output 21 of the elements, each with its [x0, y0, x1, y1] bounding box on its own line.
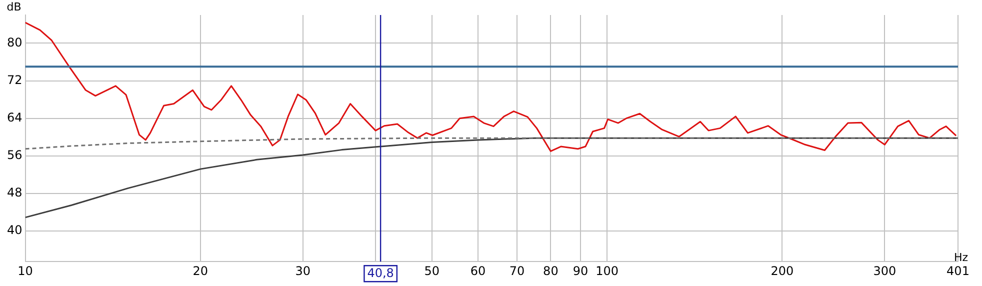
- x-tick-label: 10: [18, 264, 33, 278]
- x-tick-label: 30: [295, 264, 311, 278]
- ref-line-label: 40,8: [367, 266, 394, 280]
- y-tick-label: 80: [6, 35, 22, 50]
- y-tick-label: 64: [6, 110, 22, 124]
- x-tick-label: 100: [596, 264, 619, 278]
- x-tick-label: 60: [470, 264, 486, 278]
- y-tick-label: 56: [6, 148, 22, 162]
- y-tick-label: 40: [6, 223, 22, 238]
- x-axis-title: Hz: [954, 250, 968, 264]
- y-tick-label: 48: [6, 186, 22, 200]
- x-tick-label: 200: [770, 264, 794, 278]
- x-tick-label: 90: [572, 264, 588, 278]
- x-tick-label: 70: [509, 264, 525, 278]
- x-tick-label: 300: [873, 264, 896, 278]
- x-tick-label: 80: [543, 264, 558, 278]
- x-tick-label: 20: [192, 264, 208, 278]
- x-tick-label: 401: [946, 264, 970, 278]
- y-tick-label: 72: [6, 72, 22, 87]
- x-tick-label: 50: [424, 264, 440, 278]
- y-axis-title: dB: [6, 0, 22, 14]
